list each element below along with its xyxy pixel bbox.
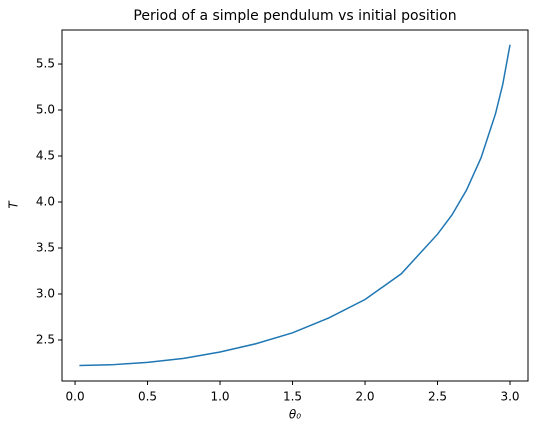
x-axis-label: θ₀ — [289, 408, 301, 422]
x-tick-label: 2.0 — [355, 390, 374, 404]
chart-title: Period of a simple pendulum vs initial p… — [133, 8, 456, 24]
x-tick-label: 0.5 — [138, 390, 157, 404]
y-tick-label: 4.0 — [36, 195, 55, 209]
x-tick-label: 2.5 — [428, 390, 447, 404]
y-tick-label: 3.5 — [36, 240, 55, 254]
x-tick-label: 0.0 — [66, 390, 85, 404]
y-tick-label: 3.0 — [36, 286, 55, 300]
x-tick-label: 1.0 — [210, 390, 229, 404]
y-tick-label: 4.5 — [36, 149, 55, 163]
y-axis-label: T — [7, 200, 21, 209]
data-line — [79, 44, 511, 367]
x-tick-label: 3.0 — [500, 390, 519, 404]
axes-frame — [61, 29, 529, 382]
y-tick-label: 5.0 — [36, 103, 55, 117]
x-tick-label: 1.5 — [283, 390, 302, 404]
y-tick-label: 5.5 — [36, 57, 55, 71]
y-tick-label: 2.5 — [36, 332, 55, 346]
